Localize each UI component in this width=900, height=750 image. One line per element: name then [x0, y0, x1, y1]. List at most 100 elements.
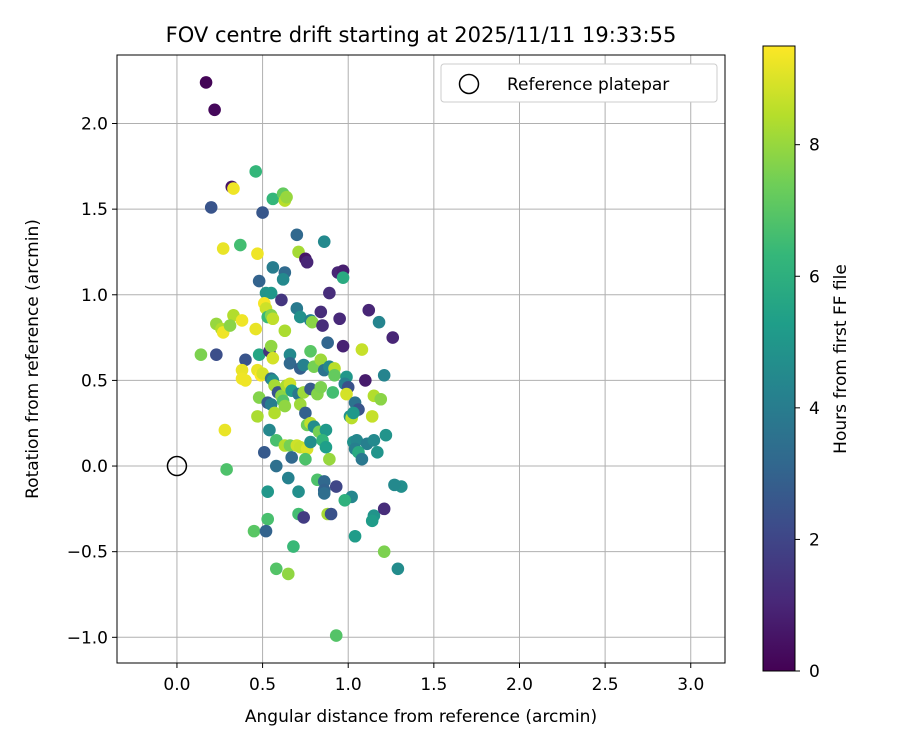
data-point	[314, 353, 328, 367]
legend: Reference platepar	[440, 63, 718, 103]
data-point	[305, 315, 319, 329]
data-point	[297, 511, 310, 524]
data-point	[377, 368, 391, 382]
data-point	[365, 410, 379, 423]
data-point	[372, 315, 386, 329]
data-point	[220, 463, 233, 476]
x-tick-label: 0.5	[249, 675, 276, 695]
x-tick-label: 0.0	[163, 675, 190, 695]
data-point	[199, 76, 213, 89]
data-point	[216, 242, 230, 255]
data-point	[223, 319, 237, 332]
data-point	[304, 435, 317, 449]
data-point	[323, 452, 336, 466]
y-tick-label: 0.5	[81, 371, 108, 391]
data-point	[264, 339, 278, 353]
data-point	[365, 514, 379, 528]
data-point	[293, 310, 307, 324]
reference-platepar-marker	[166, 455, 188, 477]
data-point	[269, 459, 283, 473]
data-point	[329, 629, 343, 642]
chart-title: FOV centre drift starting at 2025/11/11 …	[166, 23, 677, 47]
data-point	[328, 368, 341, 382]
data-point	[374, 392, 388, 406]
y-axis-label: Rotation from reference (arcmin)	[23, 219, 43, 499]
data-point	[239, 374, 252, 387]
data-point	[281, 471, 295, 485]
data-point	[317, 235, 331, 248]
data-point	[314, 305, 328, 319]
data-point	[281, 567, 295, 581]
data-point	[239, 353, 252, 367]
data-point	[292, 485, 305, 499]
data-point	[251, 410, 264, 423]
data-point	[386, 331, 400, 344]
colorbar-tick-label: 0	[809, 662, 820, 682]
y-tick-label: 1.0	[81, 286, 108, 306]
colorbar-tick-label: 2	[809, 530, 820, 550]
legend-label: Reference platepar	[507, 75, 669, 95]
data-points	[194, 76, 408, 642]
data-point	[317, 487, 331, 500]
data-point	[275, 293, 288, 307]
x-tick-label: 2.5	[592, 675, 619, 695]
data-point	[252, 348, 266, 362]
data-point	[263, 423, 276, 437]
data-point	[321, 336, 334, 350]
data-point	[299, 452, 312, 466]
data-point	[323, 286, 336, 300]
data-point	[290, 228, 304, 242]
data-point	[336, 339, 350, 353]
data-point	[227, 182, 240, 195]
data-point	[261, 485, 275, 499]
data-point	[297, 358, 310, 372]
data-point	[355, 452, 369, 466]
colorbar-ticks: 0 2 4 6 8	[795, 136, 820, 682]
data-point	[208, 103, 221, 117]
data-point	[338, 493, 352, 507]
data-point	[333, 312, 346, 326]
data-point	[348, 529, 362, 543]
x-tick-label: 1.0	[335, 675, 362, 695]
y-tick-label: −1.0	[67, 628, 108, 648]
grid	[117, 55, 725, 663]
data-point	[377, 502, 391, 516]
y-tick-label: 0.0	[81, 457, 108, 477]
data-point	[194, 348, 208, 362]
data-point	[299, 406, 312, 420]
data-point	[319, 423, 333, 437]
data-point	[210, 348, 223, 362]
plot-frame	[116, 54, 726, 664]
data-point	[355, 343, 369, 356]
data-point	[326, 386, 340, 399]
data-point	[324, 507, 338, 521]
data-point	[266, 261, 280, 274]
y-tick-label: −0.5	[67, 543, 108, 563]
colorbar-tick-label: 8	[809, 136, 820, 156]
data-point	[256, 206, 269, 219]
data-point	[285, 451, 298, 464]
x-axis-label: Angular distance from reference (arcmin)	[245, 707, 597, 727]
data-point	[300, 255, 314, 269]
data-point	[264, 286, 278, 300]
data-point	[251, 247, 264, 260]
data-point	[278, 399, 292, 413]
data-point	[280, 190, 293, 204]
data-point	[261, 512, 275, 526]
legend-marker-icon	[458, 73, 480, 95]
data-point	[249, 165, 263, 178]
data-point	[347, 406, 360, 420]
data-point	[377, 545, 391, 558]
data-point	[329, 480, 343, 493]
data-point	[371, 446, 384, 459]
data-point	[304, 344, 317, 358]
y-tick-label: 1.5	[81, 200, 108, 220]
data-point	[266, 351, 280, 365]
data-point	[266, 192, 280, 206]
data-point	[283, 356, 297, 370]
data-point	[268, 406, 281, 420]
data-point	[336, 271, 350, 284]
colorbar-tick-label: 6	[809, 267, 820, 287]
x-tick-label: 2.0	[506, 675, 533, 695]
